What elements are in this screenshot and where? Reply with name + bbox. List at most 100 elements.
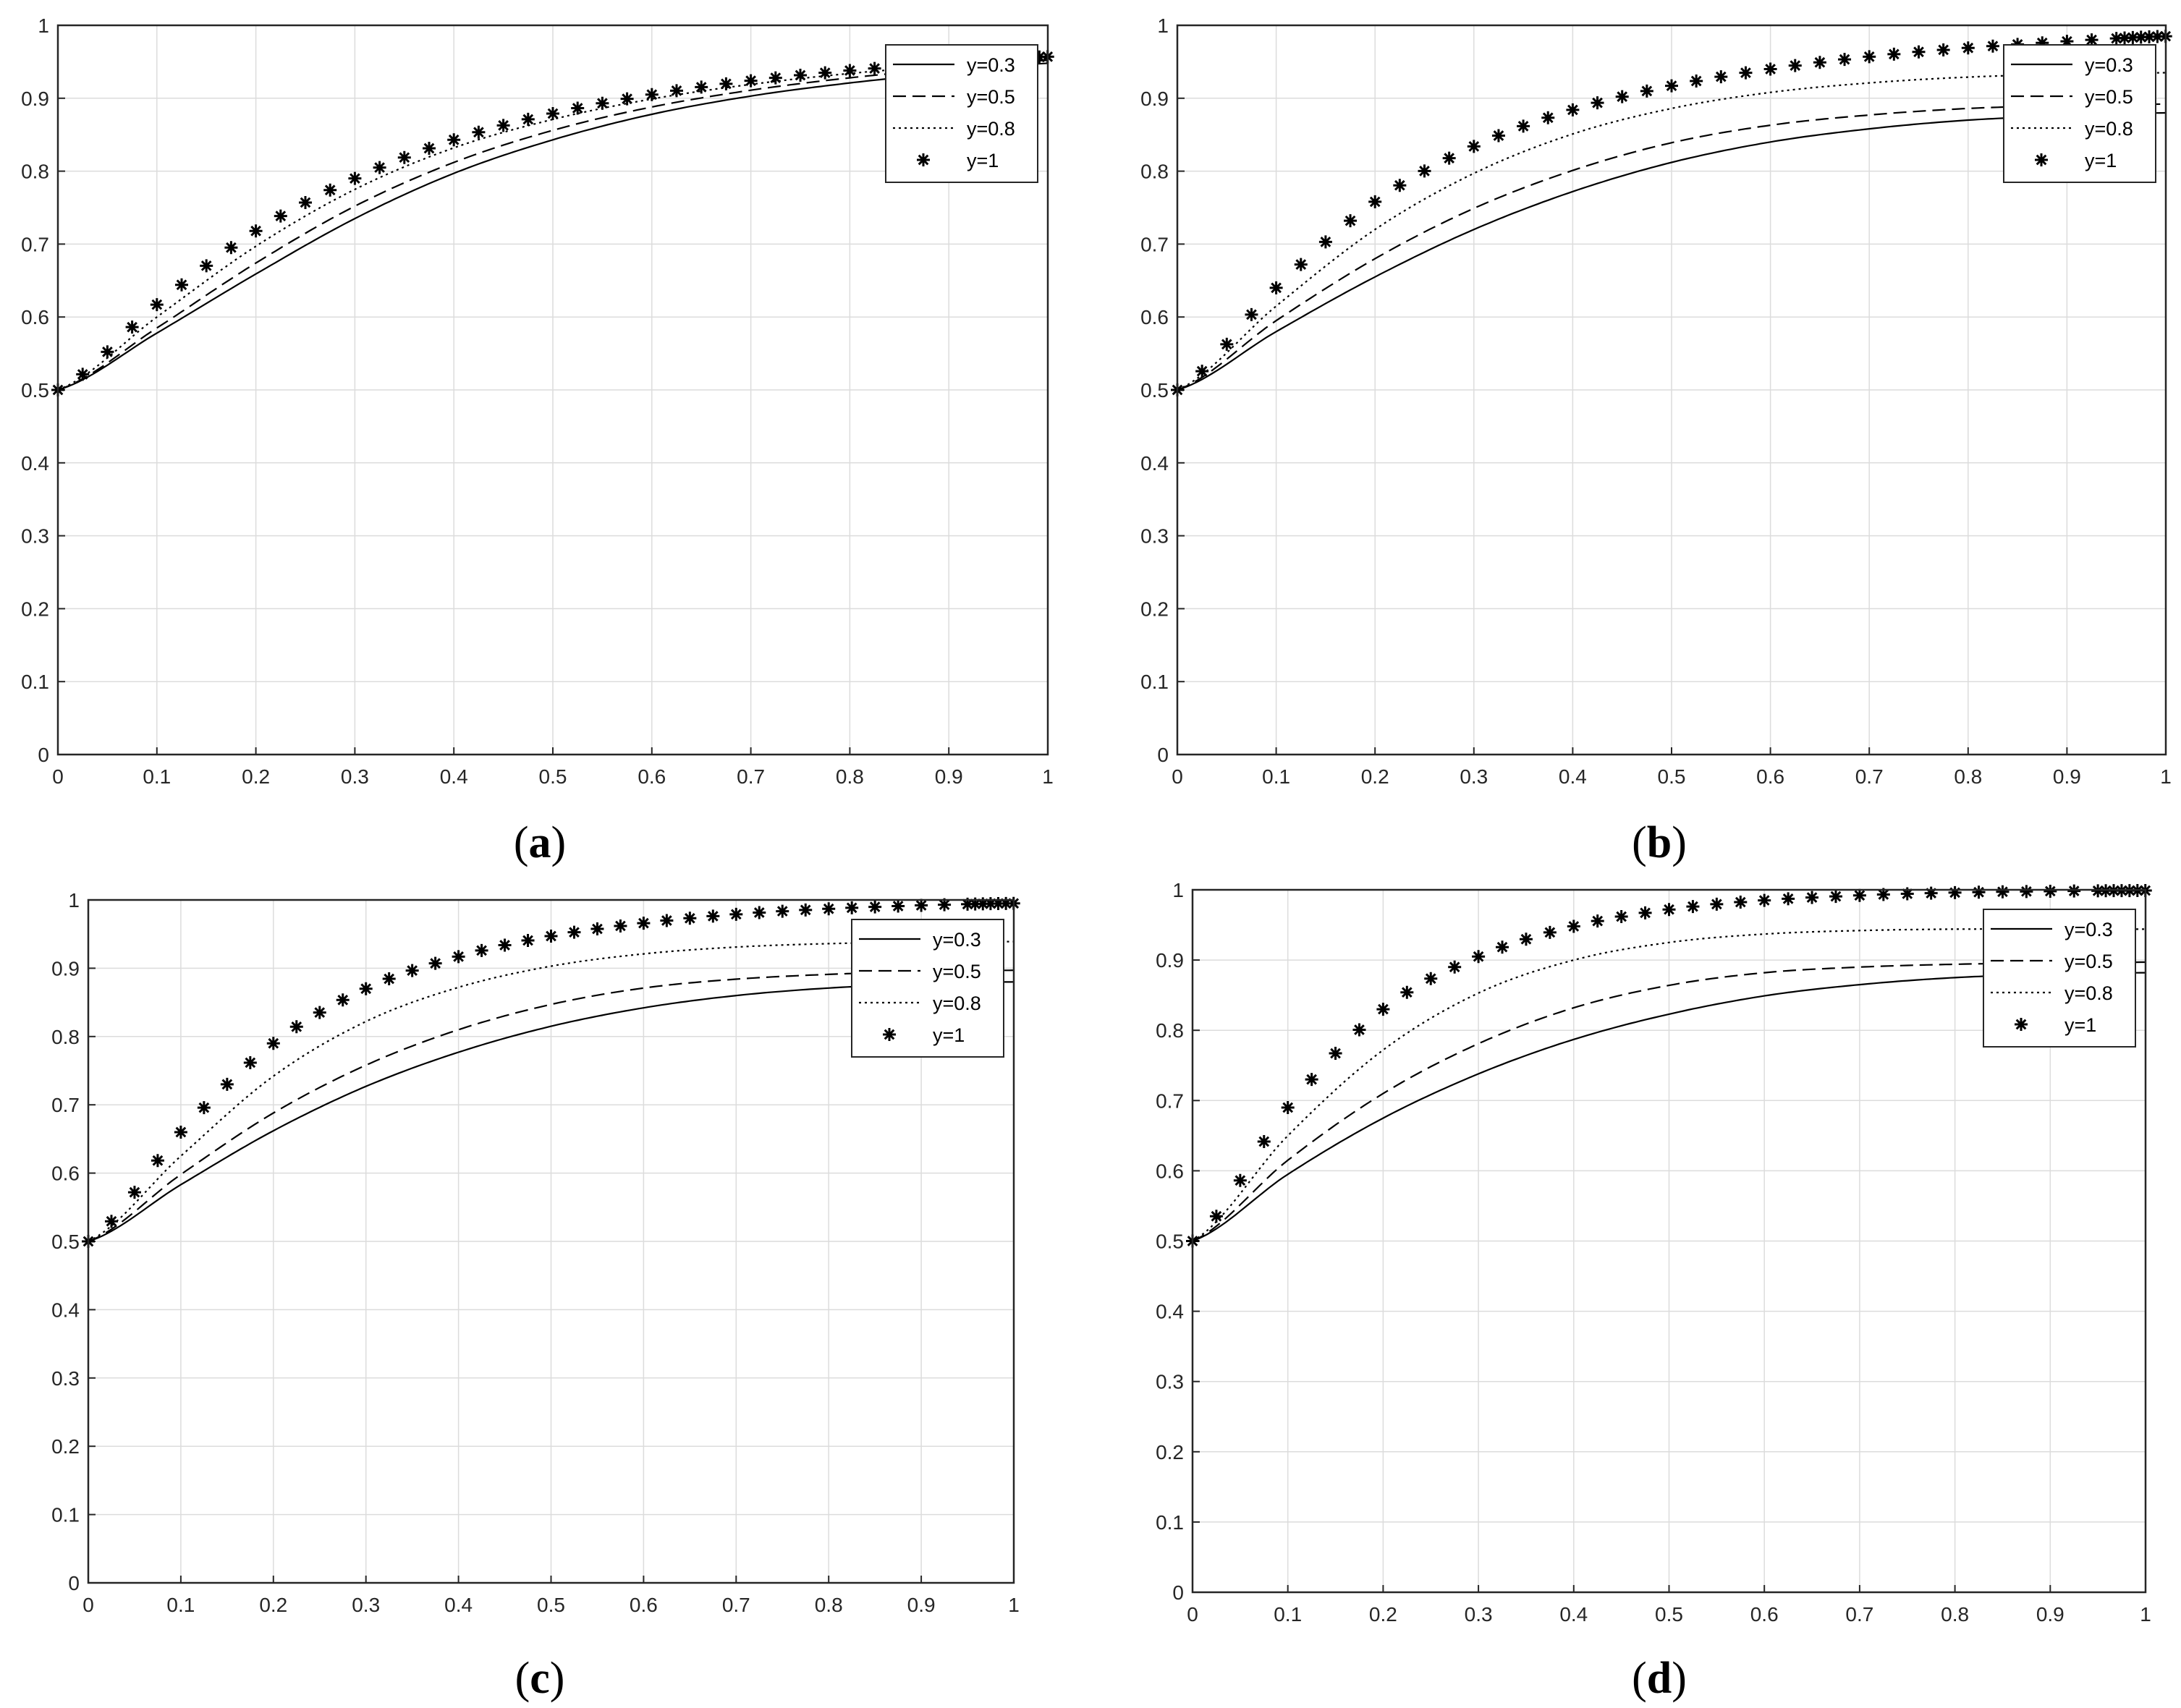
series-marker-y-1 bbox=[845, 901, 859, 914]
x-tick-label: 0.5 bbox=[1658, 765, 1686, 788]
y-tick-label: 0.3 bbox=[21, 525, 49, 548]
legend-label: y=0.5 bbox=[967, 86, 1015, 108]
y-tick-label: 1 bbox=[1172, 879, 1184, 901]
series-marker-y-1 bbox=[744, 74, 758, 88]
y-tick-label: 0.6 bbox=[1156, 1160, 1184, 1182]
y-tick-label: 0.2 bbox=[1156, 1441, 1184, 1463]
x-tick-label: 0.4 bbox=[444, 1594, 473, 1616]
series-marker-y-1 bbox=[1033, 50, 1046, 64]
y-tick-label: 0.9 bbox=[21, 88, 49, 110]
series-marker-y-1 bbox=[1734, 896, 1748, 909]
series-marker-y-1 bbox=[1662, 903, 1676, 917]
series-marker-y-1 bbox=[1876, 888, 1890, 901]
y-tick-label: 0.5 bbox=[21, 379, 49, 401]
legend-label: y=0.5 bbox=[2064, 951, 2113, 972]
series-marker-y-1 bbox=[1615, 90, 1629, 103]
series-marker-y-1 bbox=[645, 88, 658, 101]
y-tick-label: 0.8 bbox=[1156, 1019, 1184, 1042]
x-tick-label: 0 bbox=[1187, 1603, 1198, 1626]
series-marker-y-1 bbox=[2099, 884, 2113, 898]
series-marker-y-1 bbox=[104, 1215, 118, 1228]
series-marker-y-1 bbox=[1665, 79, 1678, 93]
y-tick-label: 0.7 bbox=[51, 1094, 80, 1116]
series-marker-y-1 bbox=[768, 71, 782, 85]
series-marker-y-1 bbox=[428, 956, 442, 970]
series-marker-y-1 bbox=[1852, 888, 1866, 902]
series-marker-y-1 bbox=[200, 259, 213, 273]
series-marker-y-1 bbox=[2036, 36, 2049, 50]
series-marker-y-1 bbox=[496, 119, 510, 132]
legend-label: y=0.3 bbox=[967, 54, 1015, 76]
series-marker-y-1 bbox=[843, 64, 857, 77]
x-tick-label: 0.3 bbox=[352, 1594, 380, 1616]
series-marker-y-1 bbox=[151, 1154, 164, 1168]
series-marker-y-1 bbox=[1491, 129, 1505, 143]
series-line-y-0-8 bbox=[88, 940, 1014, 1242]
legend-label: y=0.8 bbox=[933, 993, 981, 1014]
x-tick-label: 0.4 bbox=[1559, 1603, 1588, 1626]
series-marker-y-1 bbox=[1924, 886, 1938, 900]
legend-label: y=1 bbox=[2064, 1014, 2096, 1036]
series-marker-y-1 bbox=[596, 96, 609, 110]
series-marker-y-1 bbox=[397, 150, 411, 164]
x-tick-label: 0 bbox=[1172, 765, 1183, 788]
legend-label: y=0.8 bbox=[2064, 982, 2113, 1004]
series-marker-y-1 bbox=[1519, 932, 1533, 946]
series-marker-y-1 bbox=[2151, 30, 2164, 43]
series-marker-y-1 bbox=[1209, 1210, 1223, 1223]
series-marker-y-1 bbox=[1863, 50, 1876, 64]
x-tick-label: 1 bbox=[1008, 1594, 1020, 1616]
series-marker-y-1 bbox=[1758, 893, 1771, 907]
series-marker-y-1 bbox=[197, 1101, 211, 1115]
legend-label: y=0.5 bbox=[2085, 86, 2133, 108]
legend-label: y=0.8 bbox=[2085, 118, 2133, 140]
x-tick-label: 0.1 bbox=[166, 1594, 195, 1616]
series-marker-y-1 bbox=[991, 897, 1005, 911]
series-marker-y-1 bbox=[1220, 337, 1234, 351]
series-marker-y-1 bbox=[660, 914, 674, 927]
series-marker-y-1 bbox=[274, 209, 287, 223]
series-marker-y-1 bbox=[224, 241, 238, 255]
y-tick-label: 0.2 bbox=[21, 598, 49, 620]
axes-frame bbox=[56, 24, 1049, 756]
x-tick-label: 0.5 bbox=[1655, 1603, 1683, 1626]
y-tick-label: 0.5 bbox=[1156, 1231, 1184, 1253]
series-marker-y-1 bbox=[822, 902, 836, 916]
x-tick-label: 0.8 bbox=[815, 1594, 843, 1616]
series-marker-y-1 bbox=[472, 125, 486, 139]
series-marker-y-1 bbox=[498, 938, 512, 952]
legend-box bbox=[1983, 909, 2136, 1048]
series-marker-y-1 bbox=[1710, 897, 1724, 911]
series-marker-y-1 bbox=[2020, 885, 2033, 898]
axes-frame bbox=[87, 898, 1015, 1584]
x-tick-label: 1 bbox=[2160, 765, 2172, 788]
series-line-y-0-5 bbox=[57, 59, 1049, 391]
series-marker-y-1 bbox=[1900, 887, 1914, 901]
x-tick-label: 1 bbox=[2140, 1603, 2151, 1626]
y-tick-label: 1 bbox=[1157, 14, 1169, 37]
x-tick-label: 0.1 bbox=[1274, 1603, 1302, 1626]
x-tick-label: 0.4 bbox=[440, 765, 468, 788]
y-tick-label: 0.6 bbox=[21, 306, 49, 328]
y-tick-label: 0.8 bbox=[21, 161, 49, 183]
series-marker-y-1 bbox=[1195, 365, 1209, 378]
series-marker-y-1 bbox=[1472, 950, 1486, 964]
series-marker-y-1 bbox=[2044, 884, 2057, 898]
series-line-y-0-8 bbox=[57, 57, 1049, 391]
series-marker-y-1 bbox=[620, 92, 634, 106]
y-tick-label: 0.1 bbox=[1156, 1511, 1184, 1534]
series-marker-y-1 bbox=[1640, 84, 1653, 98]
y-tick-label: 0.7 bbox=[1156, 1089, 1184, 1112]
series-marker-y-1 bbox=[1418, 164, 1431, 178]
y-tick-label: 0.9 bbox=[1140, 88, 1169, 110]
panel-caption: (d) bbox=[1632, 1654, 1687, 1703]
series-marker-y-1 bbox=[571, 101, 585, 115]
y-tick-label: 1 bbox=[38, 14, 49, 37]
legend-label: y=1 bbox=[967, 150, 999, 171]
series-marker-y-1 bbox=[2085, 33, 2099, 47]
x-tick-label: 0.3 bbox=[1465, 1603, 1493, 1626]
series-marker-y-1 bbox=[1344, 214, 1358, 228]
series-marker-y-1 bbox=[447, 133, 461, 147]
y-tick-label: 0.2 bbox=[51, 1435, 80, 1458]
